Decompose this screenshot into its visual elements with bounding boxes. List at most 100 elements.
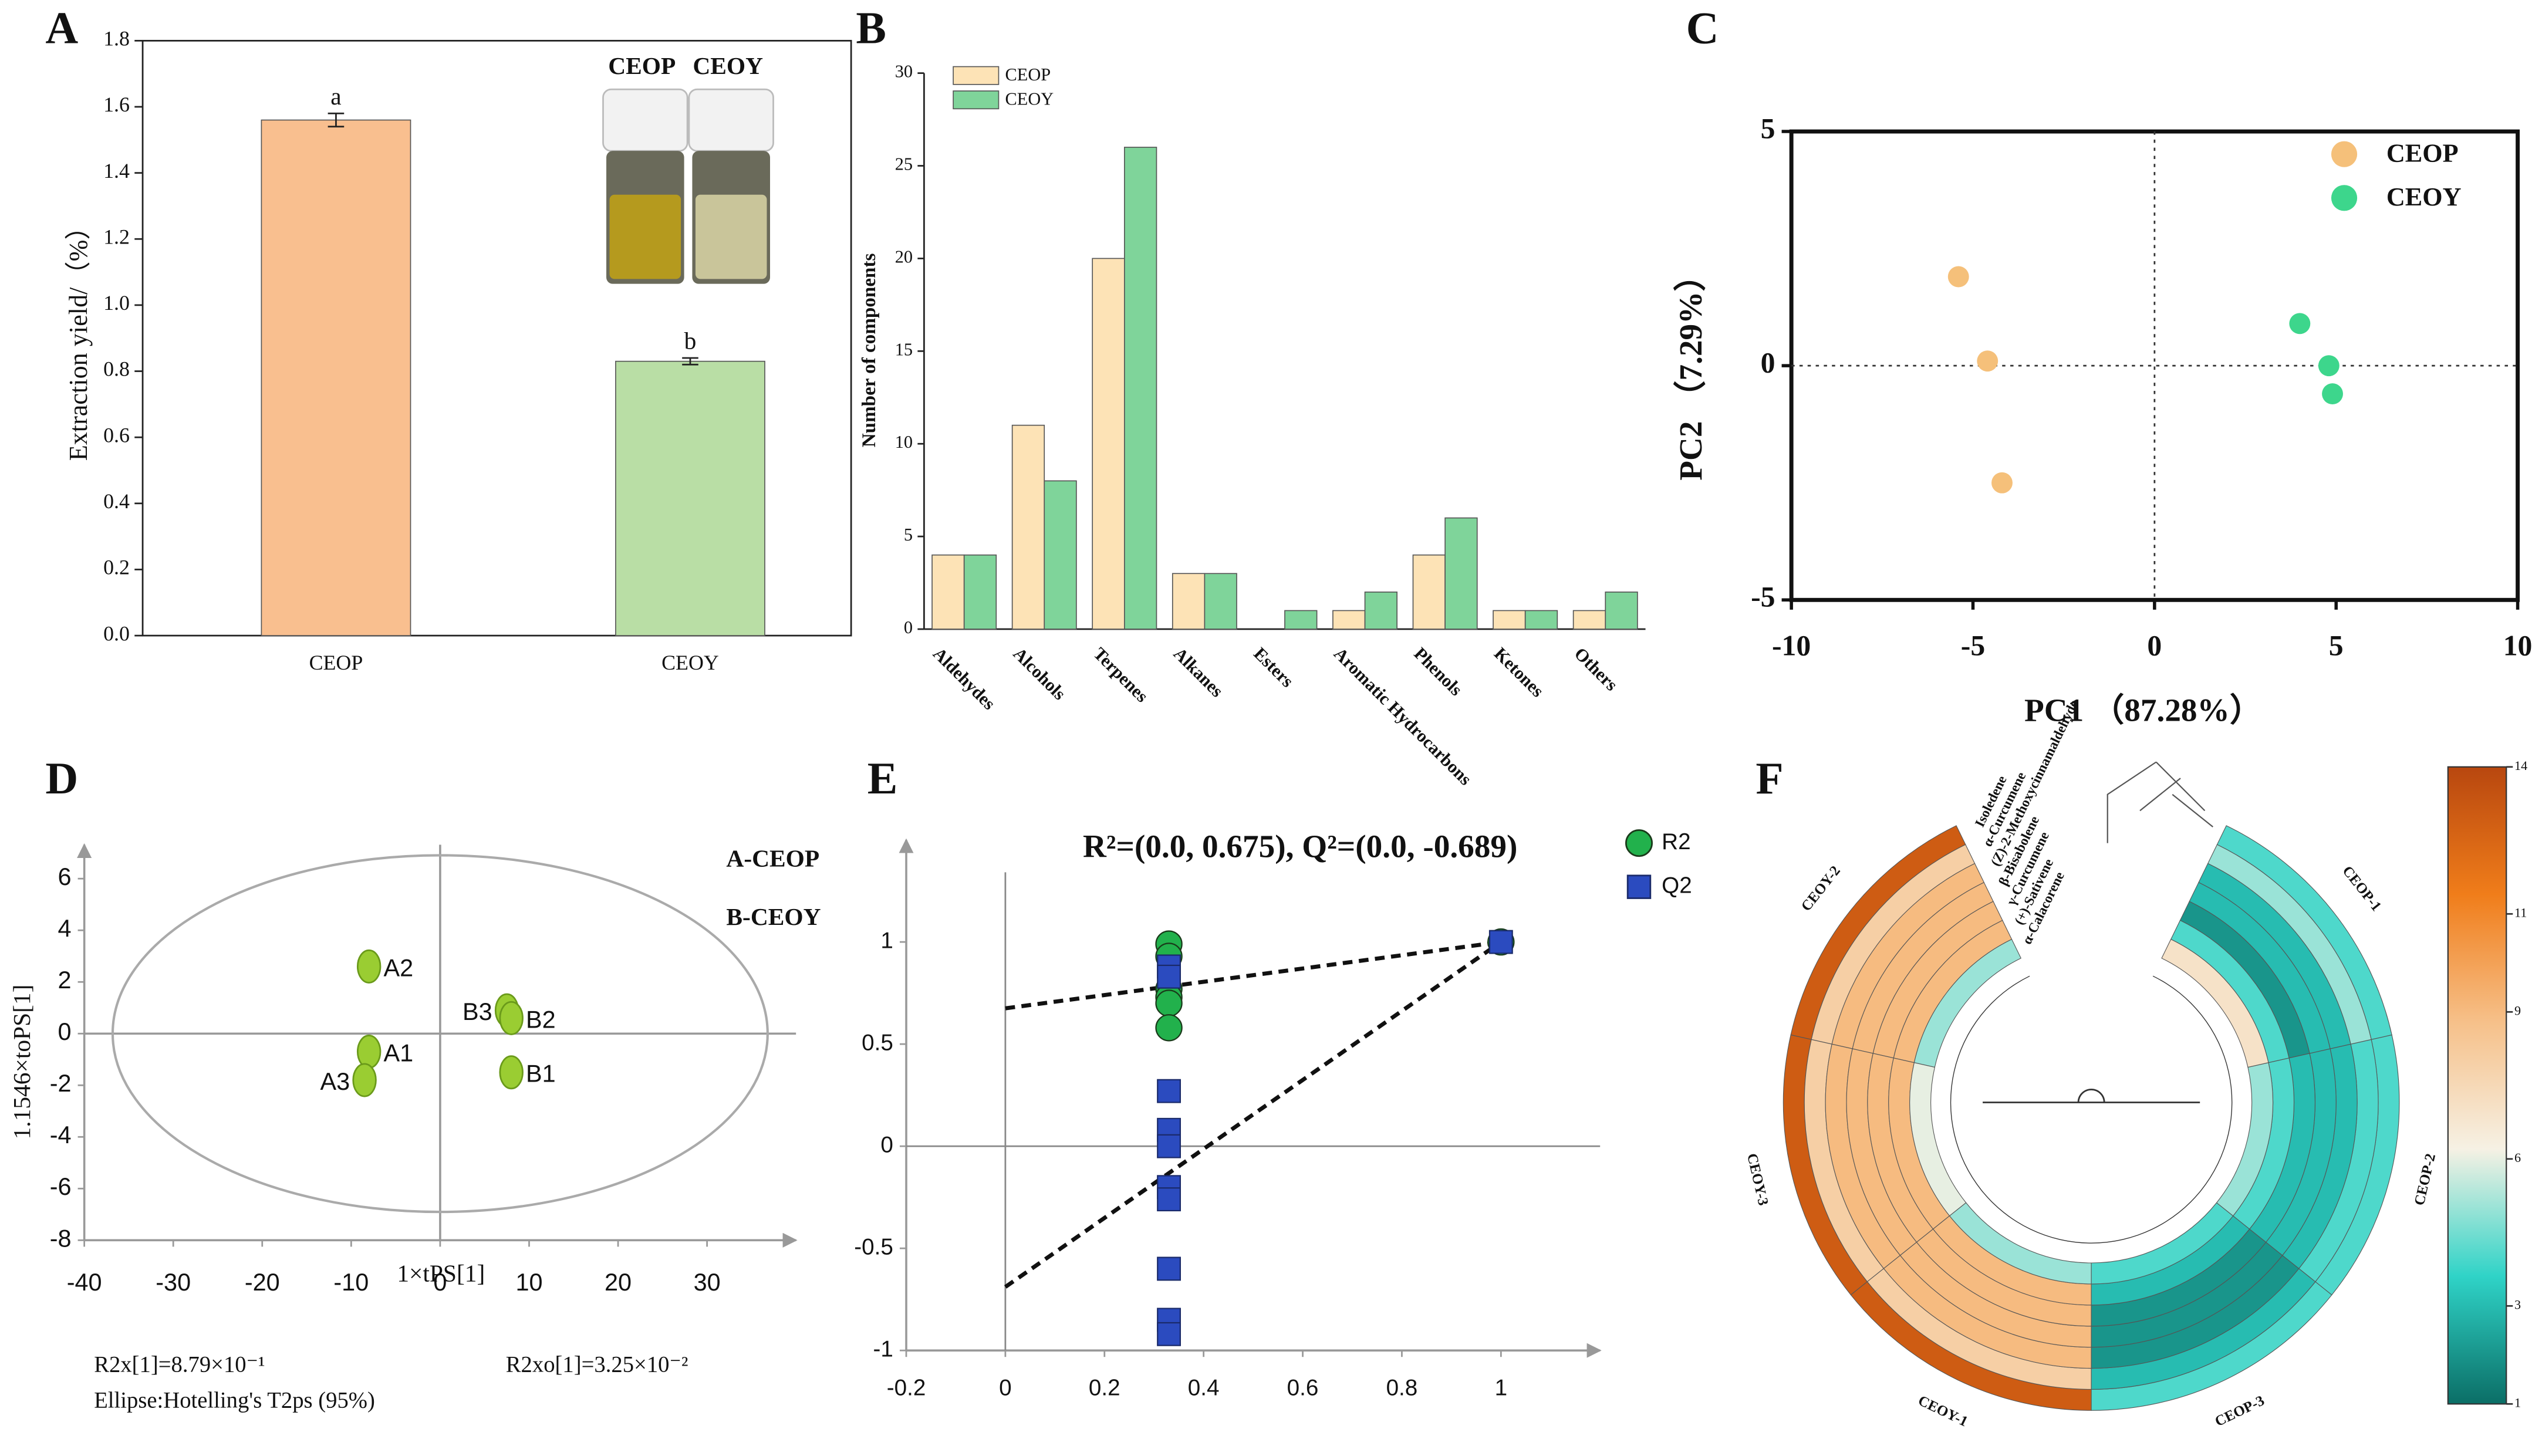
y-tick-label: 1.6 <box>103 93 130 116</box>
y-tick-label: 0.0 <box>103 621 130 645</box>
y-tick-label: -8 <box>50 1224 72 1252</box>
legend-marker <box>2331 185 2358 211</box>
point <box>1991 472 2013 494</box>
column-label: CEOY-1 <box>1916 1393 1970 1430</box>
fit-line <box>1004 940 1503 1289</box>
y-tick-label: 0.5 <box>862 1030 893 1055</box>
y-tick-label: 0 <box>58 1018 71 1045</box>
y-tick-label: 5 <box>904 525 913 545</box>
x-tick-label: -5 <box>1961 630 1985 662</box>
legend-text: B-CEOY <box>726 903 821 930</box>
point <box>2289 313 2311 335</box>
y-tick-label: 0 <box>1761 347 1775 379</box>
x-tick-label: Others <box>1571 644 1622 695</box>
y-tick-label: -5 <box>1751 581 1775 613</box>
dendrogram <box>1950 975 2233 1244</box>
point <box>1157 964 1181 989</box>
point-label: B3 <box>463 998 492 1025</box>
colorbar-tick-label: 14 <box>2514 758 2527 773</box>
y-tick-label: 1.2 <box>103 225 130 248</box>
panel-letter: A <box>45 2 78 53</box>
point <box>499 1001 524 1035</box>
legend-text: A-CEOP <box>726 845 819 872</box>
panel-letter: B <box>856 2 886 53</box>
error-bar <box>328 112 345 128</box>
point <box>1157 1256 1181 1281</box>
bar <box>1605 592 1638 630</box>
x-tick-label: CEOP <box>309 651 363 674</box>
x-tick-label: 20 <box>605 1268 632 1296</box>
y-axis-label: 1.1546×toPS[1] <box>8 985 35 1140</box>
annotation: a <box>330 83 341 110</box>
fit-line <box>1005 940 1501 1011</box>
y-tick-label: 0.6 <box>103 423 130 447</box>
legend-marker <box>1626 874 1652 899</box>
bar <box>1204 573 1237 630</box>
colorbar <box>2447 766 2507 1405</box>
y-tick-label: 0 <box>904 617 913 637</box>
x-tick-label: -10 <box>333 1268 369 1296</box>
y-tick-label: 1.0 <box>103 291 130 315</box>
x-tick-label: 0 <box>2147 630 2162 662</box>
x-axis-label: PC1 （87.28%） <box>2024 692 2262 728</box>
panel-letter: C <box>1686 2 1719 53</box>
dendrogram <box>1983 1089 2200 1103</box>
x-tick-label: -20 <box>245 1268 280 1296</box>
heatmap-cell <box>2161 938 2269 1068</box>
y-axis-label: PC2 （7.29%） <box>1673 259 1709 480</box>
vial-liquid <box>695 194 767 279</box>
point <box>1157 1134 1181 1158</box>
point <box>1155 1014 1183 1042</box>
x-tick-label: -30 <box>156 1268 191 1296</box>
x-tick-label: 0.6 <box>1287 1376 1319 1401</box>
chart-title: R²=(0.0, 0.675), Q²=(0.0, -0.689) <box>1083 828 1517 864</box>
x-tick-label: Aldehydes <box>929 644 1000 714</box>
point-label: A3 <box>320 1067 350 1095</box>
inset-label: CEOP <box>608 52 676 79</box>
bar <box>1011 424 1045 630</box>
y-tick-label: 25 <box>895 154 913 174</box>
point <box>356 1035 382 1069</box>
legend-label: CEOY <box>1005 89 1054 109</box>
bar <box>1124 147 1157 630</box>
x-tick-label: -0.2 <box>887 1376 926 1401</box>
note: R2x[1]=8.79×10⁻¹ <box>94 1353 265 1377</box>
vial-cap <box>602 88 688 152</box>
y-tick-label: 0.2 <box>103 556 130 579</box>
y-tick-label: 1.8 <box>103 27 130 50</box>
plot-frame <box>141 39 852 637</box>
note: R2xo[1]=3.25×10⁻² <box>506 1353 688 1377</box>
x-tick-label: Alcohols <box>1010 644 1070 704</box>
error-bar <box>682 357 698 366</box>
x-tick-label: Terpenes <box>1089 644 1152 707</box>
x-tick-label: 10 <box>2503 630 2533 662</box>
annotation: b <box>684 327 697 354</box>
x-tick-label: CEOY <box>661 651 719 674</box>
bar <box>1444 517 1478 630</box>
x-tick-label: -40 <box>67 1268 102 1296</box>
x-tick-label: 0.4 <box>1188 1376 1220 1401</box>
y-tick-label: -1 <box>873 1336 893 1362</box>
point <box>2318 355 2340 377</box>
y-tick-label: 5 <box>1761 112 1775 144</box>
y-tick-label: 30 <box>895 62 913 82</box>
y-tick-label: 10 <box>895 432 913 452</box>
legend-label: R2 <box>1662 829 1690 854</box>
x-tick-label: Aromatic Hydrocarbons <box>1330 644 1476 789</box>
x-tick-label: 0.8 <box>1386 1376 1418 1401</box>
bar <box>1364 592 1398 630</box>
x-tick-label: Alkanes <box>1170 644 1227 701</box>
legend-swatch <box>953 66 1000 85</box>
point <box>1157 1322 1181 1346</box>
point <box>1157 1187 1181 1212</box>
y-tick-label: 1.4 <box>103 159 130 183</box>
bar <box>1493 610 1526 630</box>
legend-label: CEOP <box>2386 139 2459 168</box>
bar <box>1092 258 1125 630</box>
legend-label: CEOY <box>2386 183 2462 211</box>
x-tick-label: 1 <box>1495 1376 1508 1401</box>
panel-letter: F <box>1756 753 1783 803</box>
column-label: CEOY-3 <box>1744 1152 1771 1207</box>
y-tick-label: -0.5 <box>854 1234 893 1259</box>
